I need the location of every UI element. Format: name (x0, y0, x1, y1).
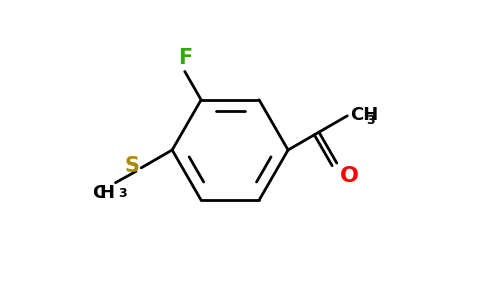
Text: H: H (99, 184, 114, 202)
Text: C: C (92, 184, 105, 202)
Text: F: F (178, 48, 192, 68)
Text: O: O (340, 166, 359, 186)
Text: CH: CH (349, 106, 378, 124)
Text: 3: 3 (366, 114, 375, 127)
Text: S: S (125, 156, 140, 176)
Text: 3: 3 (118, 187, 126, 200)
